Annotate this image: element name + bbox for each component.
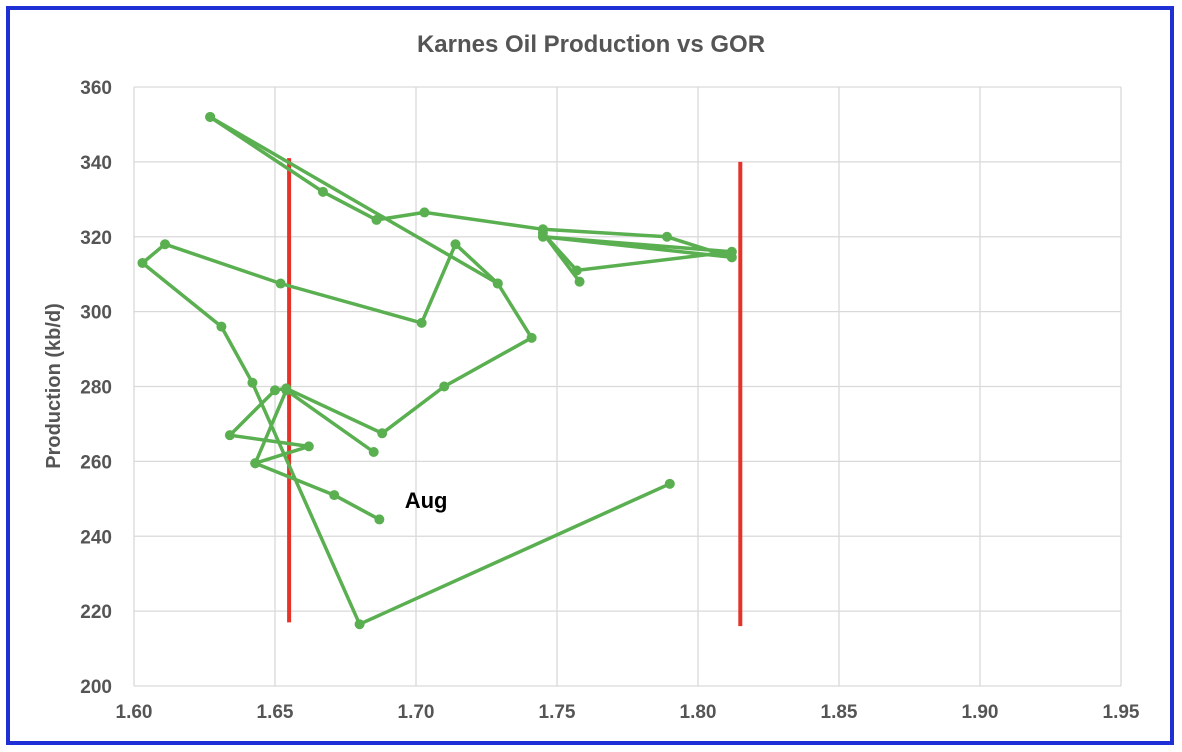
y-axis-ticks: 200 220 240 260 280 300 320 340 360 <box>80 78 112 698</box>
data-point <box>537 228 548 239</box>
x-tick-label: 1.90 <box>962 702 999 723</box>
data-point <box>281 385 292 396</box>
data-point <box>275 278 286 289</box>
chart-frame <box>6 6 1174 745</box>
data-point <box>571 265 582 276</box>
data-point <box>574 276 585 287</box>
annotation-label: Aug <box>405 488 448 513</box>
y-tick-label: 240 <box>80 527 112 548</box>
y-tick-label: 360 <box>80 78 112 99</box>
data-point <box>726 246 737 257</box>
data-point <box>661 231 672 242</box>
data-point <box>416 317 427 328</box>
data-point <box>224 430 235 441</box>
data-point <box>303 441 314 452</box>
data-point <box>664 478 675 489</box>
data-point <box>439 381 450 392</box>
data-point <box>377 428 388 439</box>
data-point <box>270 385 280 396</box>
data-point <box>371 214 382 225</box>
series-line <box>209 115 499 286</box>
x-tick-label: 1.95 <box>1103 702 1140 723</box>
grid-lines <box>133 86 1122 687</box>
y-tick-label: 340 <box>80 153 112 174</box>
data-point <box>317 186 328 197</box>
y-tick-label: 280 <box>80 378 112 399</box>
data-point <box>419 207 430 218</box>
data-point <box>450 239 461 250</box>
data-point <box>492 278 503 289</box>
series-line <box>254 461 381 521</box>
chart-title: Karnes Oil Production vs GOR <box>417 31 765 58</box>
data-point <box>160 239 171 250</box>
data-point <box>216 321 227 332</box>
series-line <box>209 115 734 283</box>
x-tick-label: 1.70 <box>398 702 435 723</box>
data-point <box>250 458 261 469</box>
data-point <box>247 377 258 388</box>
x-tick-label: 1.85 <box>821 702 858 723</box>
x-tick-label: 1.60 <box>116 702 153 723</box>
data-point <box>137 257 148 268</box>
data-point <box>354 619 365 630</box>
series-line <box>140 242 671 626</box>
y-tick-label: 260 <box>80 452 112 473</box>
y-axis-label: Production (kb/d) <box>43 303 65 469</box>
data-series <box>137 111 737 630</box>
x-tick-label: 1.75 <box>539 702 576 723</box>
data-point <box>526 332 537 343</box>
data-point <box>374 514 385 525</box>
x-tick-label: 1.65 <box>257 702 294 723</box>
annotations: Aug <box>405 488 448 513</box>
x-axis-ticks: 1.60 1.65 1.70 1.75 1.80 1.85 1.90 1.95 <box>116 702 1140 723</box>
data-point <box>368 447 379 458</box>
y-tick-label: 220 <box>80 602 112 623</box>
data-point <box>329 490 340 501</box>
y-tick-label: 300 <box>80 303 112 324</box>
data-point <box>205 111 216 122</box>
y-tick-label: 320 <box>80 228 112 249</box>
x-tick-label: 1.80 <box>680 702 717 723</box>
y-tick-label: 200 <box>80 677 112 698</box>
